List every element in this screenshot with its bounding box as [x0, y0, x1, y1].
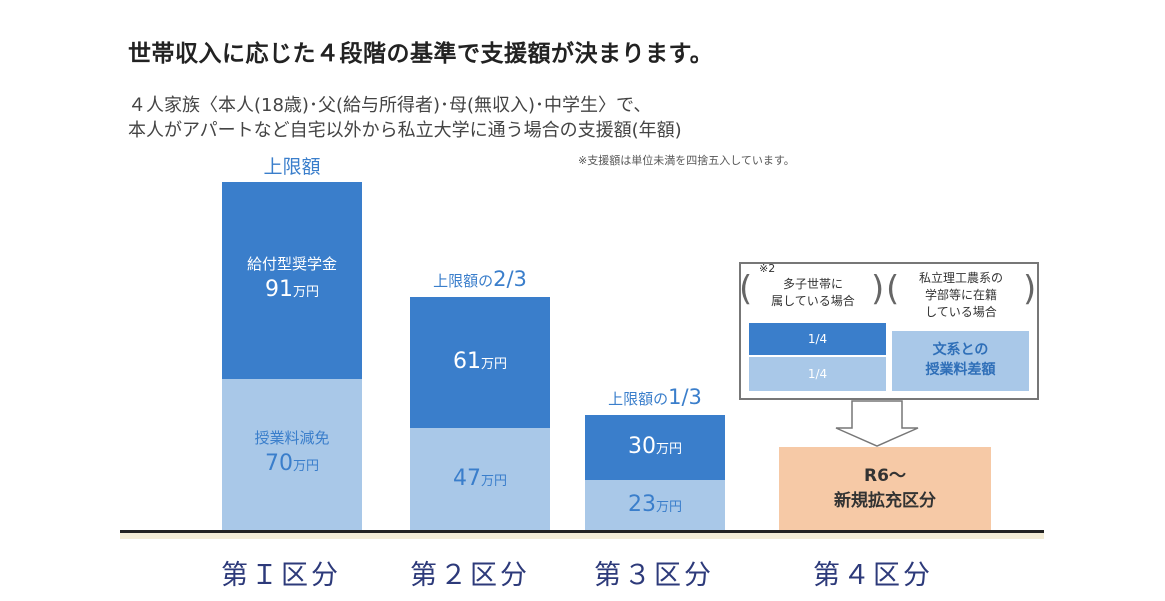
scholarship-value-label-1: 給付型奨学金 91万円: [247, 254, 337, 306]
tuition-value: 47万円: [453, 464, 507, 495]
rounding-note: ※支援額は単位未満を四捨五入しています。: [578, 154, 795, 167]
bar-tuition-1: 授業料減免 70万円: [222, 378, 362, 530]
tuition-value-label-2: 47万円: [453, 464, 507, 495]
top-label-2: 上限額の2/3: [390, 267, 570, 291]
tuition-difference-segment: 文系との 授業料差額: [892, 331, 1029, 391]
scholarship-value: 30万円: [628, 432, 682, 463]
right-bracket-close: ): [1023, 269, 1037, 309]
tuition-value: 23万円: [628, 490, 682, 521]
top-label-fraction: 1/3: [668, 385, 702, 410]
scholarship-series-name: 給付型奨学金: [246, 255, 337, 274]
scholarship-unit: 万円: [655, 442, 682, 458]
bar-tuition-3: 23万円: [585, 480, 725, 530]
category-label-2: 第２区分: [410, 560, 530, 591]
top-label-fraction: 2/3: [493, 266, 527, 291]
top-label-prefix: 上限額の: [433, 271, 494, 290]
category-label-1: 第Ｉ区分: [221, 560, 341, 591]
down-arrow-icon: [835, 400, 919, 447]
left-bracket-open: (: [739, 269, 753, 309]
tuition-value-label-1: 授業料減免 70万円: [254, 428, 329, 480]
tuition-value: 70万円: [254, 449, 329, 480]
tuition-unit: 万円: [292, 459, 319, 475]
scholarship-number: 30: [627, 434, 656, 460]
tuition-series-name: 授業料減免: [254, 429, 330, 448]
science-text-3: している場合: [925, 305, 997, 319]
top-label-prefix: 上限額の: [608, 390, 669, 409]
scholarship-value-label-3: 30万円: [628, 432, 682, 463]
multi-child-text-1: 多子世帯に: [782, 277, 843, 291]
tuition-number: 47: [452, 465, 481, 491]
tuition-diff-text-2: 授業料差額: [925, 362, 996, 378]
tuition-diff-text-1: 文系との: [932, 342, 989, 359]
subtitle-line-1: ４人家族〈本人(18歳)･父(給与所得者)･母(無収入)･中学生〉で、: [128, 95, 652, 116]
scholarship-value: 61万円: [453, 347, 507, 378]
new-category-box: R6～ 新規拡充区分: [779, 447, 991, 531]
new-category-label-1: R6～: [864, 465, 906, 486]
tuition-unit: 万円: [480, 473, 507, 489]
quarter-tuition-segment: 1/4: [749, 357, 886, 391]
tuition-number: 70: [264, 451, 293, 477]
science-text-1: 私立理工農系の: [918, 271, 1003, 285]
top-label-3: 上限額の1/3: [565, 385, 745, 409]
tuition-number: 23: [627, 491, 656, 517]
new-category-label-2: 新規拡充区分: [834, 491, 936, 511]
footnote-marker: ※2: [759, 262, 776, 275]
subtitle-line-2: 本人がアパートなど自宅以外から私立大学に通う場合の支援額(年額): [128, 120, 682, 141]
science-text-2: 学部等に在籍: [924, 288, 997, 302]
quarter-scholarship-segment: 1/4: [749, 323, 886, 355]
top-label-1: 上限額: [202, 152, 382, 179]
bar-tuition-2: 47万円: [410, 428, 550, 530]
scholarship-number: 91: [264, 277, 293, 303]
category4-condition-box: ※2 ( 多子世帯に 属している場合 ) ( 私立理工農系の 学部等に在籍 して…: [739, 262, 1039, 400]
right-bracket-open: (: [886, 269, 900, 309]
scholarship-unit: 万円: [480, 357, 507, 373]
category-label-4: 第４区分: [813, 560, 933, 591]
page-title: 世帯収入に応じた４段階の基準で支援額が決まります。: [128, 41, 714, 67]
chart-baseline: [120, 530, 1044, 533]
bar-scholarship-1: 給付型奨学金 91万円: [222, 182, 362, 379]
bar-scholarship-2: 61万円: [410, 296, 550, 429]
top-label-prefix: 上限額: [263, 156, 321, 178]
scholarship-value-label-2: 61万円: [453, 347, 507, 378]
scholarship-number: 61: [452, 349, 481, 375]
scholarship-value: 91万円: [247, 275, 337, 306]
left-bracket-close: ): [871, 269, 885, 309]
tuition-value-label-3: 23万円: [628, 490, 682, 521]
baseline-band: [120, 533, 1044, 539]
tuition-unit: 万円: [655, 499, 682, 515]
category-label-3: 第３区分: [594, 560, 714, 591]
bar-scholarship-3: 30万円: [585, 415, 725, 481]
multi-child-text-2: 属している場合: [771, 294, 855, 308]
scholarship-unit: 万円: [292, 285, 319, 301]
